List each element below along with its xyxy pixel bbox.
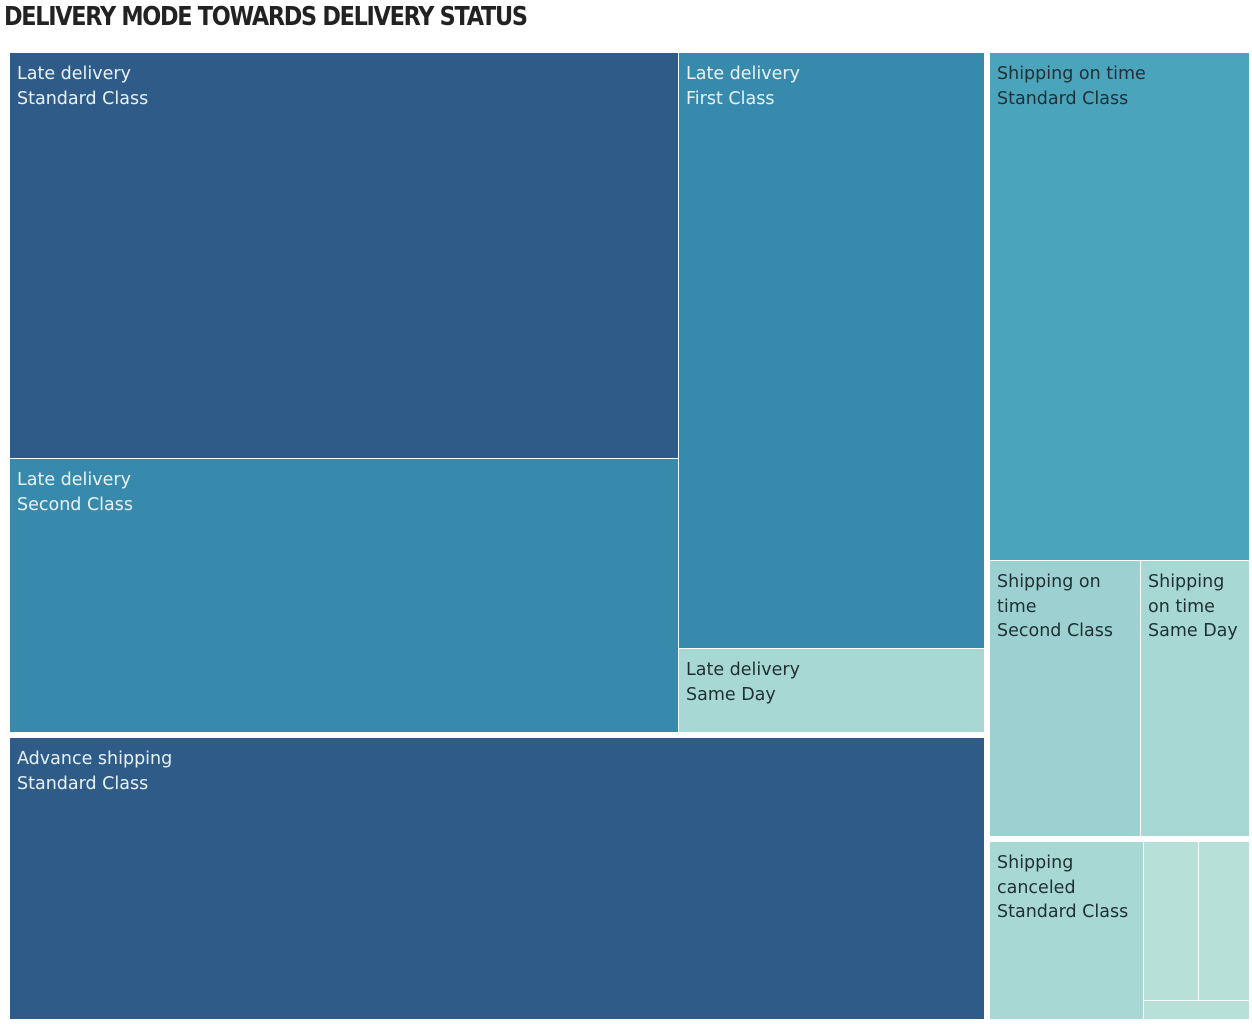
treemap-cell: [1144, 842, 1198, 1000]
treemap-cell: [1144, 1001, 1249, 1019]
treemap-cell-label-line: Standard Class: [997, 88, 1129, 109]
treemap-cell-label: Late delivery Same Day: [686, 658, 980, 707]
treemap-cell-label-line: canceled: [997, 877, 1076, 898]
treemap-cell-label-line: Second Class: [997, 621, 1114, 641]
treemap-cell: Late delivery First Class: [679, 53, 984, 648]
treemap-cell-label-line: Shipping: [1148, 572, 1225, 592]
treemap-cell-label-line: Late delivery: [686, 64, 800, 84]
treemap-cell-label-line: Late delivery: [686, 660, 800, 680]
treemap-cell-label-line: Shipping: [997, 853, 1074, 873]
treemap-cell-label-line: time: [997, 596, 1037, 617]
treemap-cell: Late delivery Second Class: [10, 459, 678, 732]
treemap-cell: Shipping canceled Standard Class: [990, 842, 1143, 1019]
treemap-cell-label: Late delivery Standard Class: [17, 62, 674, 111]
treemap-cell: Shipping on time Standard Class: [990, 53, 1249, 560]
treemap-cell-label: Late delivery First Class: [686, 62, 980, 111]
treemap-cell: [1199, 842, 1249, 1000]
treemap-cell-label-line: Shipping on: [997, 572, 1101, 592]
treemap-cell-label-line: Late delivery: [17, 470, 131, 490]
treemap-cell-label: Shipping on time Second Class: [997, 570, 1136, 644]
treemap-cell-label: Shipping on time Standard Class: [997, 62, 1245, 111]
treemap-cell-label: Advance shipping Standard Class: [17, 747, 980, 796]
treemap-cell-label-line: Advance shipping: [17, 749, 173, 769]
treemap-cell-label-line: Standard Class: [17, 773, 149, 794]
treemap-cell-label-line: Late delivery: [17, 64, 131, 84]
treemap-cell-label-line: Shipping on time: [997, 64, 1146, 84]
treemap-cell-label-line: Same Day: [1148, 621, 1238, 641]
treemap-cell-label: Shipping on time Same Day: [1148, 570, 1245, 644]
treemap-cell-label: Late delivery Second Class: [17, 468, 674, 517]
treemap-cell-label-line: Second Class: [17, 494, 134, 515]
treemap-cell-label-line: Same Day: [686, 684, 776, 705]
treemap-cell-label-line: Standard Class: [17, 88, 149, 109]
treemap-cell-label-line: on time: [1148, 596, 1215, 617]
treemap-cell: Late delivery Same Day: [679, 649, 984, 732]
treemap-cell: Shipping on time Second Class: [990, 561, 1140, 836]
treemap-cell: Late delivery Standard Class: [10, 53, 678, 458]
treemap-cell-label-line: Standard Class: [997, 902, 1129, 922]
treemap-cell-label: Shipping canceled Standard Class: [997, 851, 1139, 925]
treemap-cell-label-line: First Class: [686, 88, 775, 109]
treemap-cell: Advance shipping Standard Class: [10, 738, 984, 1019]
treemap-cell: Shipping on time Same Day: [1141, 561, 1249, 836]
chart-title: DELIVERY MODE TOWARDS DELIVERY STATUS: [4, 2, 528, 32]
